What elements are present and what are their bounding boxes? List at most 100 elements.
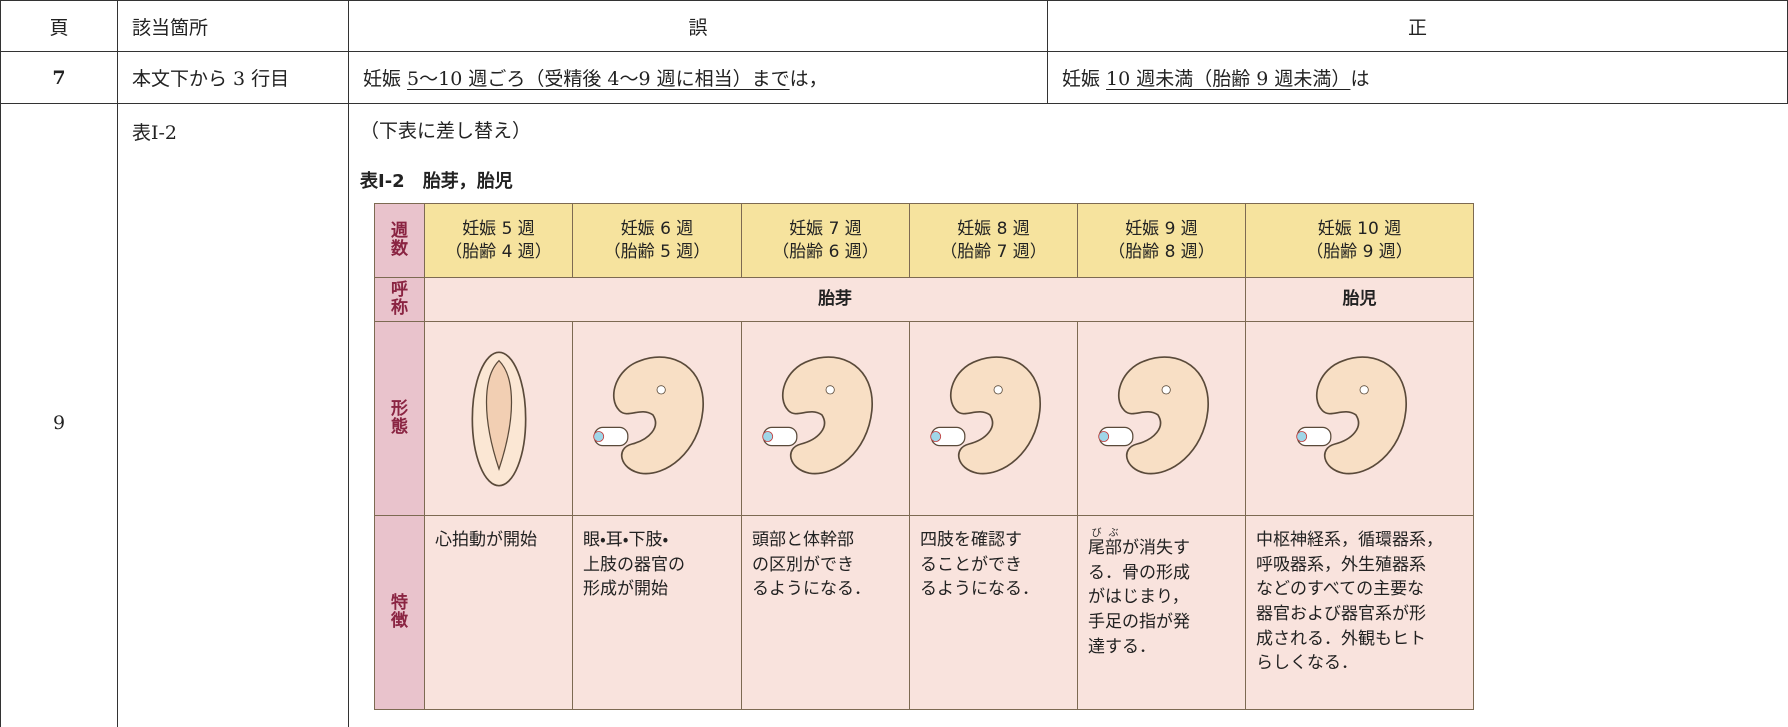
- feature-line: などのすべての主要な: [1256, 577, 1424, 602]
- feature-line: 眼・耳・下肢・: [583, 528, 668, 553]
- week-header: 妊娠 7 週（胎齢 6 週）: [741, 203, 910, 278]
- feature-text: 達する．: [1088, 636, 1156, 657]
- embryo-illustration: [1295, 355, 1407, 474]
- header-cell: 誤: [348, 0, 1048, 52]
- feature-cell: 四肢を確認す ることができ るようになる．: [909, 515, 1078, 710]
- week-text: （胎齢 5 週）: [603, 241, 711, 262]
- wrong-cell: 妊娠 5〜10 週ごろ（受精後 4〜9 週に相当）までは，: [348, 51, 1048, 104]
- feature-text: 上肢の器官の: [583, 554, 685, 575]
- place-cell: 表Ⅰ-2: [117, 103, 349, 727]
- feature-text: る．骨の形成: [1088, 562, 1190, 583]
- name-cell: 胎児: [1245, 277, 1474, 322]
- page-cell: 7: [0, 51, 118, 104]
- week-text: 妊娠 6 週: [620, 218, 694, 239]
- header-text: 誤: [688, 16, 708, 39]
- feature-cell: 中枢神経系，循環器系， 呼吸器系，外生殖器系 などのすべての主要な 器官および器官系が…: [1245, 515, 1474, 710]
- feature-cell: 心拍動が開始: [424, 515, 573, 710]
- week-text: 妊娠 7 週: [789, 218, 862, 239]
- feature-text: 器官および器官系が形: [1256, 603, 1426, 624]
- feature-line: の区別ができ: [752, 553, 854, 578]
- feature-cell: 眼・耳・下肢・ 上肢の器官の 形成が開始: [572, 515, 742, 710]
- row-label: 形態: [374, 321, 425, 516]
- week-text: 妊娠 10 週: [1317, 218, 1402, 239]
- feature-cell: 頭部と体幹部 の区別ができ るようになる．: [741, 515, 910, 710]
- feature-line: 心拍動が開始: [435, 528, 537, 553]
- text: は: [1350, 68, 1370, 90]
- feature-text: 呼吸器系，外生殖器系: [1256, 554, 1426, 575]
- feature-text: 中枢神経系，循環器系，: [1256, 530, 1443, 550]
- week-text: 妊娠 9 週: [1125, 218, 1198, 239]
- ruby-base: 尾: [1088, 538, 1105, 558]
- week-text: 妊娠 8 週: [957, 218, 1030, 239]
- week-header: 妊娠 9 週（胎齢 8 週）: [1077, 203, 1246, 278]
- row-label-text: 呼称: [391, 279, 408, 318]
- feature-text: がはじまり，: [1088, 587, 1189, 608]
- feature-line: るようになる．: [752, 577, 871, 602]
- feature-line: 器官および器官系が形: [1256, 602, 1426, 627]
- text: 妊娠: [363, 68, 408, 90]
- feature-text: らしくなる．: [1256, 653, 1358, 674]
- content-cell: [348, 103, 1788, 727]
- ruby-reading: ぶ: [1105, 528, 1122, 539]
- underlined-text: 10 週未満（胎齢 9 週未満）: [1106, 68, 1351, 90]
- feature-line: ることができ: [920, 553, 1022, 578]
- morphology-cell: [424, 321, 573, 516]
- note: （下表に差し替え）: [360, 120, 532, 142]
- embryo-table: 週数呼称形態特徴 妊娠 5 週（胎齢 4 週） 妊娠 6 週（胎齢 5 週） 妊娠 7…: [374, 203, 1474, 710]
- right-text: 妊娠 10 週未満（胎齢 9 週未満）は: [1062, 64, 1369, 91]
- figure-caption: 表Ⅰ-2 胎芽，胎児: [360, 171, 513, 192]
- feature-line: 手足の指が発: [1088, 610, 1190, 635]
- week-text: （胎齢 4 週）: [445, 241, 552, 262]
- morphology-cell: [1077, 321, 1246, 516]
- embryo-illustration: [929, 355, 1041, 474]
- feature-cell: 尾び部ぶが消失す る．骨の形成 がはじまり， 手足の指が発 達する．: [1077, 515, 1246, 710]
- header-text: 正: [1407, 16, 1427, 39]
- week-header: 妊娠 8 週（胎齢 7 週）: [909, 203, 1078, 278]
- right-cell: 妊娠 10 週未満（胎齢 9 週未満）は: [1047, 51, 1788, 104]
- feature-line: 四肢を確認す: [920, 528, 1022, 553]
- place-cell: 本文下から 3 行目: [117, 51, 349, 104]
- week-text: （胎齢 6 週）: [772, 241, 879, 262]
- row-label-text: 特徴: [391, 592, 408, 631]
- week-text: （胎齢 9 週）: [1306, 241, 1413, 262]
- embryo-illustration: [1097, 355, 1209, 474]
- page-number: 9: [52, 412, 66, 434]
- week-text: （胎齢 8 週）: [1108, 241, 1215, 262]
- embryo-illustration: [471, 351, 526, 486]
- place-text: 表Ⅰ-2: [132, 122, 178, 144]
- row-label-text: 形態: [391, 398, 408, 437]
- feature-text: 手足の指が発: [1088, 611, 1190, 632]
- feature-text: の区別ができ: [752, 554, 854, 575]
- ruby-text: 尾び: [1088, 528, 1105, 558]
- name-cell: 胎芽: [424, 277, 1246, 322]
- page-cell: 9: [0, 103, 118, 727]
- row-label: 特徴: [374, 515, 425, 710]
- header-cell: 正: [1047, 0, 1788, 52]
- feature-text: 頭部と体幹部: [752, 530, 854, 550]
- feature-line: る．骨の形成: [1088, 561, 1190, 586]
- feature-line: 頭部と体幹部: [752, 528, 854, 553]
- feature-text: 心拍動が開始: [435, 530, 537, 550]
- feature-line: 中枢神経系，循環器系，: [1256, 528, 1443, 553]
- embryo-illustration: [593, 355, 704, 474]
- header-cell: 頁: [0, 0, 118, 52]
- underlined-text: 5〜10 週ごろ（受精後 4〜9 週に相当）まで: [407, 68, 790, 90]
- morphology-cell: [572, 321, 742, 516]
- header-text: 頁: [49, 16, 69, 39]
- feature-line: らしくなる．: [1256, 651, 1358, 676]
- feature-text: 四肢を確認す: [920, 530, 1022, 550]
- feature-line: 達する．: [1088, 635, 1156, 660]
- week-text: 妊娠 5 週: [462, 218, 535, 239]
- row-label-text: 週数: [391, 220, 408, 259]
- feature-text: ることができ: [920, 554, 1022, 575]
- morphology-cell: [741, 321, 910, 516]
- feature-line: 成される．外観もヒト: [1256, 627, 1426, 652]
- header-cell: 該当箇所: [117, 0, 349, 52]
- row-label: 週数: [374, 203, 425, 278]
- ruby-text: 部ぶ: [1105, 528, 1122, 558]
- feature-line: 上肢の器官の: [583, 553, 685, 578]
- morphology-cell: [1245, 321, 1474, 516]
- feature-text: 形成が開始: [583, 579, 668, 600]
- page-number: 7: [52, 66, 66, 89]
